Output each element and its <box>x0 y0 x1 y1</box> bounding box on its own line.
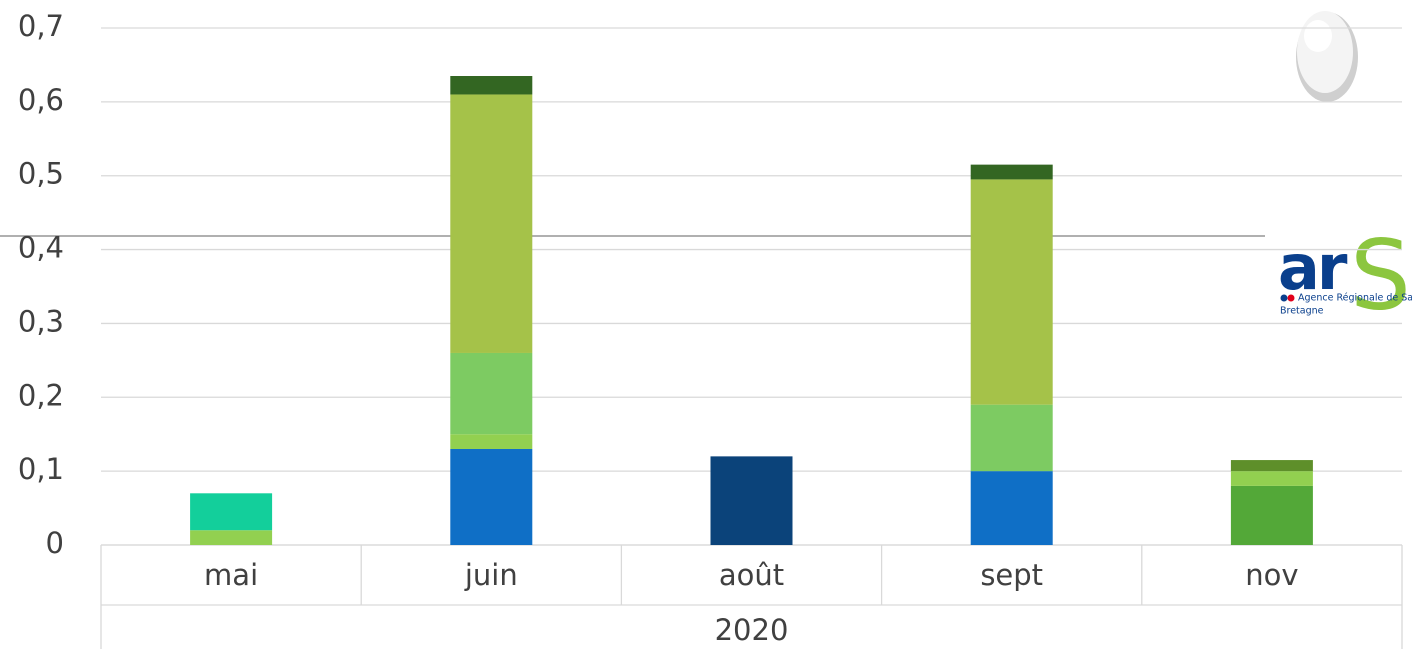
y-tick-label: 0,5 <box>18 157 64 191</box>
bar-segment <box>450 76 533 95</box>
x-tick-label: août <box>719 558 784 592</box>
bar-segment <box>450 448 533 545</box>
bar-segment <box>970 471 1053 545</box>
y-tick-label: 0,3 <box>18 304 64 338</box>
bar-segment <box>1230 485 1313 545</box>
x-tick-label: nov <box>1245 558 1298 592</box>
bar-segment <box>190 530 273 545</box>
bar-segment <box>710 456 793 545</box>
bar-segment <box>190 493 273 531</box>
x-tick-label: juin <box>464 558 518 592</box>
group-label: 2020 <box>715 613 789 647</box>
logo-name: Agence Régionale de Santé <box>1298 293 1412 304</box>
y-tick-label: 0 <box>46 526 64 560</box>
y-tick-label: 0,6 <box>18 83 64 117</box>
bar-segment <box>970 179 1053 405</box>
y-tick-label: 0,7 <box>18 9 64 43</box>
y-tick-label: 0,1 <box>18 452 64 486</box>
logo-mark-end: S <box>1350 219 1411 331</box>
bar-segment <box>450 94 533 353</box>
y-tick-label: 0,2 <box>18 378 64 412</box>
bar-segment <box>970 404 1053 472</box>
bar-segment <box>1230 460 1313 472</box>
bar-segment <box>970 164 1053 180</box>
bar-segment <box>450 352 533 435</box>
y-tick-label: 0,4 <box>18 231 64 265</box>
bar-segment <box>1230 471 1313 486</box>
logo: ar S Agence Régionale de Santé Bretagne <box>1278 219 1412 331</box>
x-tick-label: sept <box>980 558 1043 592</box>
logo-mark: ar <box>1278 231 1348 304</box>
round-button[interactable] <box>1296 11 1358 102</box>
logo-region: Bretagne <box>1280 306 1324 317</box>
x-tick-label: mai <box>204 558 258 592</box>
bar-segment <box>450 434 533 449</box>
